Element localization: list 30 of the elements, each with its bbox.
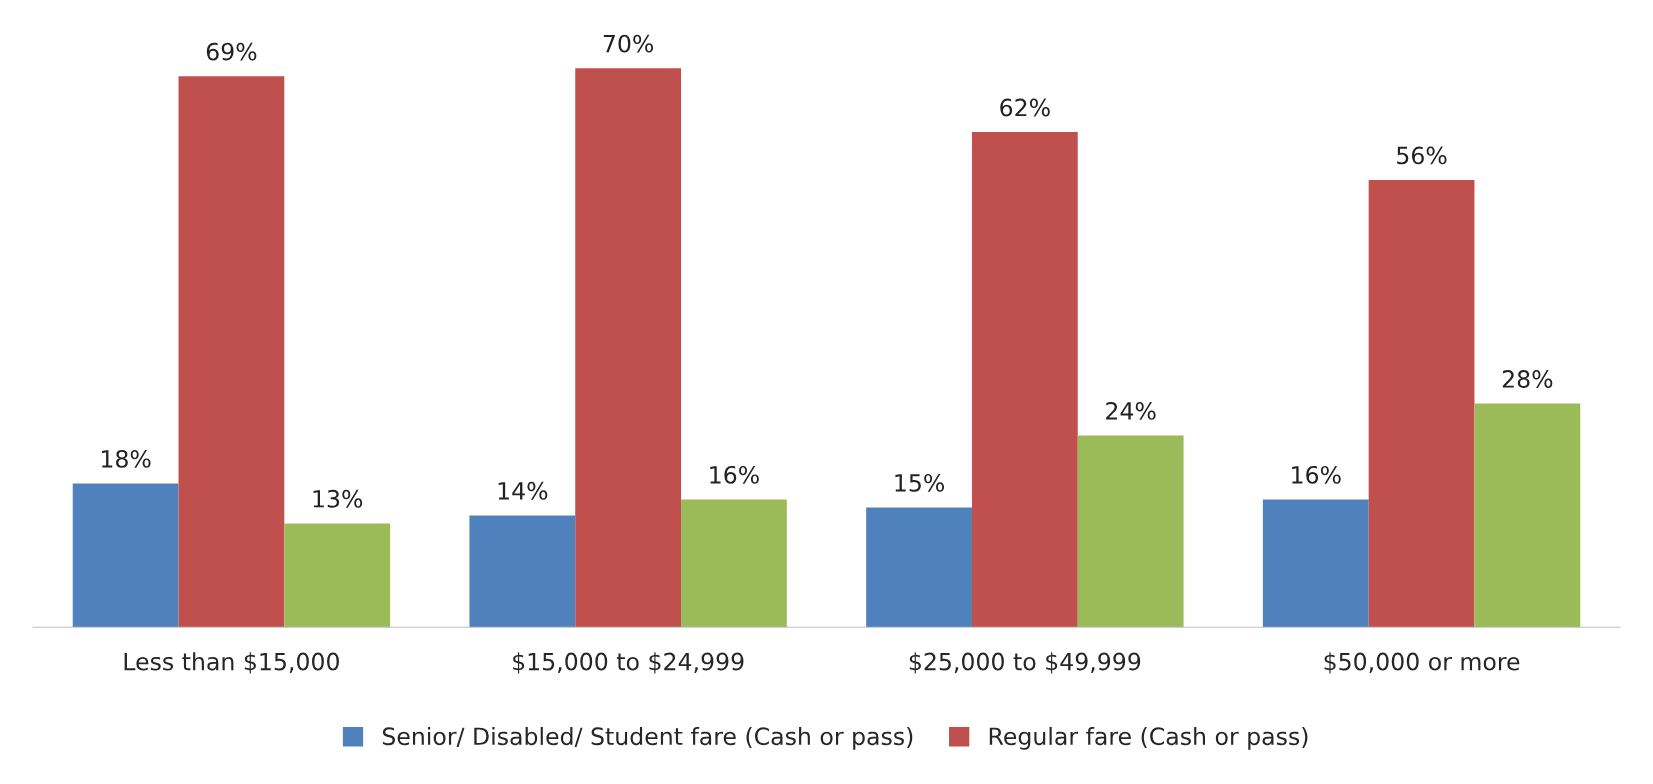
x-tick-label: Less than $15,000 xyxy=(124,652,339,674)
data-label: 16% xyxy=(1292,465,1341,484)
bar xyxy=(971,132,1078,628)
bar xyxy=(469,515,576,628)
data-label: 18% xyxy=(101,449,151,468)
bar xyxy=(866,507,972,628)
data-label: 62% xyxy=(1000,98,1050,117)
bar xyxy=(1368,180,1475,628)
bar xyxy=(1077,435,1184,628)
data-label: 16% xyxy=(710,465,759,484)
data-label: 13% xyxy=(313,489,363,508)
bar xyxy=(284,523,391,628)
bar xyxy=(1262,499,1369,628)
data-label: 14% xyxy=(498,481,548,500)
data-label: 24% xyxy=(1106,402,1156,420)
legend-label: Regular fare (Cash or pass) xyxy=(989,726,1308,750)
x-tick-label: $25,000 to $49,999 xyxy=(909,652,1141,674)
bar xyxy=(1474,403,1581,628)
data-label: 69% xyxy=(206,42,257,61)
bar xyxy=(72,483,179,628)
data-label: 28% xyxy=(1502,370,1553,388)
bar xyxy=(681,499,787,628)
legend-label: Senior/ Disabled/ Student fare (Cash or pass) xyxy=(382,726,913,750)
x-tick-label: $50,000 or more xyxy=(1324,652,1520,674)
data-label: 70% xyxy=(603,34,654,53)
x-tick-label: $15,000 to $24,999 xyxy=(513,652,744,674)
data-label: 56% xyxy=(1397,146,1447,165)
bar xyxy=(178,76,285,628)
bar xyxy=(575,68,682,628)
data-label: 15% xyxy=(895,473,944,492)
